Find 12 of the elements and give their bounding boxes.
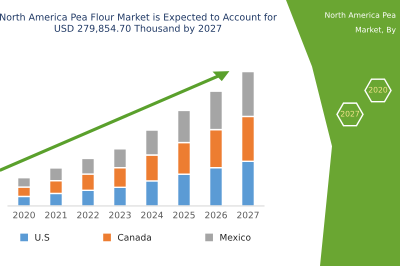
x-tick-label: 2021 — [45, 212, 67, 218]
legend-label: Canada — [118, 234, 151, 241]
x-tick-label: 2025 — [173, 212, 195, 218]
legend-label: Mexico — [220, 234, 251, 241]
x-tick-label: 2026 — [205, 212, 227, 218]
x-tick-label: 2020 — [13, 212, 35, 218]
x-tick-label: 2024 — [141, 212, 163, 218]
chart-title: North America Pea Flour Market is Expected to Account for USD 279,854.70 Thousand by 2027 — [0, 13, 277, 34]
x-tick-label: 2023 — [109, 212, 131, 218]
legend-label: U.S — [35, 234, 50, 241]
x-tick-label: 2027 — [237, 212, 259, 218]
x-tick-label: 2022 — [77, 212, 99, 218]
